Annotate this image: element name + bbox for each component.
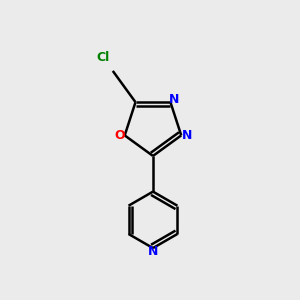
Text: Cl: Cl <box>97 51 110 64</box>
Text: N: N <box>169 93 179 106</box>
Text: N: N <box>182 129 192 142</box>
Text: O: O <box>114 129 125 142</box>
Text: N: N <box>148 245 158 258</box>
